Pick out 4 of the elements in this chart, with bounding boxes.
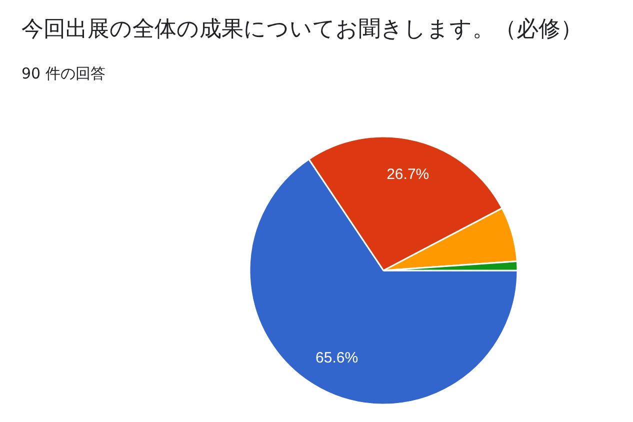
data-label: 26.7%	[386, 166, 430, 183]
chart-title: 今回出展の全体の成果についてお聞きします。（必修）	[22, 17, 582, 42]
text: 90 件の回答	[22, 64, 106, 82]
data-label: 65.6%	[316, 349, 358, 366]
